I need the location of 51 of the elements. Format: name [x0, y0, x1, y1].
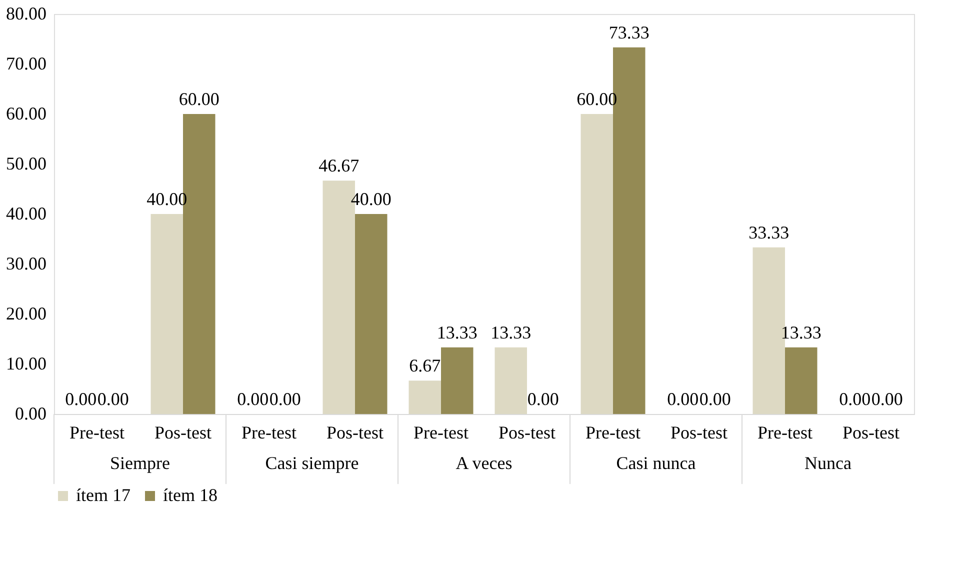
data-label: 0.00 — [97, 389, 129, 409]
y-tick-label: 80.00 — [6, 4, 46, 24]
data-label: 40.00 — [350, 189, 392, 209]
x-tick-label: Pre-test — [70, 422, 124, 442]
text: A veces — [456, 453, 512, 473]
y-tick-label: 30.00 — [6, 254, 46, 274]
data-label: 0.00 — [699, 389, 731, 409]
data-label: 0.00 — [65, 389, 97, 409]
x-tick-label: Pre-test — [242, 422, 296, 442]
bar — [494, 347, 527, 414]
x-tick-label: Pos-test — [842, 422, 900, 442]
x-tick-label: Pre-test — [586, 422, 640, 442]
data-label: 46.67 — [318, 156, 360, 176]
y-tick-label: 70.00 — [6, 54, 46, 74]
data-label: 33.33 — [748, 222, 790, 242]
x-tick-label: Pre-test — [758, 422, 812, 442]
y-tick-label: 60.00 — [6, 104, 46, 124]
x-tick-label: Pos-test — [670, 422, 728, 442]
y-tick-label: 50.00 — [6, 154, 46, 174]
text: Casi siempre — [265, 453, 359, 473]
y-tick-label: 10.00 — [6, 354, 46, 374]
text: Casi nunca — [616, 453, 696, 473]
bar — [150, 214, 183, 414]
data-label: 0.00 — [667, 389, 699, 409]
x-tick-label: Pos-test — [498, 422, 556, 442]
data-label: 0.00 — [237, 389, 269, 409]
data-label: 13.33 — [490, 322, 532, 342]
data-label: 73.33 — [608, 22, 650, 42]
text: Siempre — [110, 453, 170, 473]
y-tick-label: 40.00 — [6, 204, 46, 224]
data-label: 13.33 — [436, 322, 478, 342]
data-label: 0.00 — [527, 389, 559, 409]
bar — [580, 114, 613, 414]
legend-label: ítem 17 — [76, 485, 130, 505]
y-tick-label: 20.00 — [6, 304, 46, 324]
bar — [441, 347, 474, 414]
y-tick-label: 0.00 — [15, 404, 46, 424]
data-label: 13.33 — [780, 322, 822, 342]
x-tick-label: Pos-test — [326, 422, 384, 442]
x-tick-label: Pos-test — [154, 422, 212, 442]
data-label: 6.67 — [409, 356, 441, 376]
bar — [408, 380, 441, 414]
bar — [785, 347, 818, 414]
data-label: 0.00 — [871, 389, 903, 409]
x-tick-label: Pre-test — [414, 422, 468, 442]
data-label: 60.00 — [178, 89, 220, 109]
bar — [355, 214, 388, 414]
data-label: 0.00 — [269, 389, 301, 409]
text: Nunca — [804, 453, 852, 473]
legend-label: ítem 18 — [163, 485, 218, 505]
data-label: 0.00 — [839, 389, 871, 409]
